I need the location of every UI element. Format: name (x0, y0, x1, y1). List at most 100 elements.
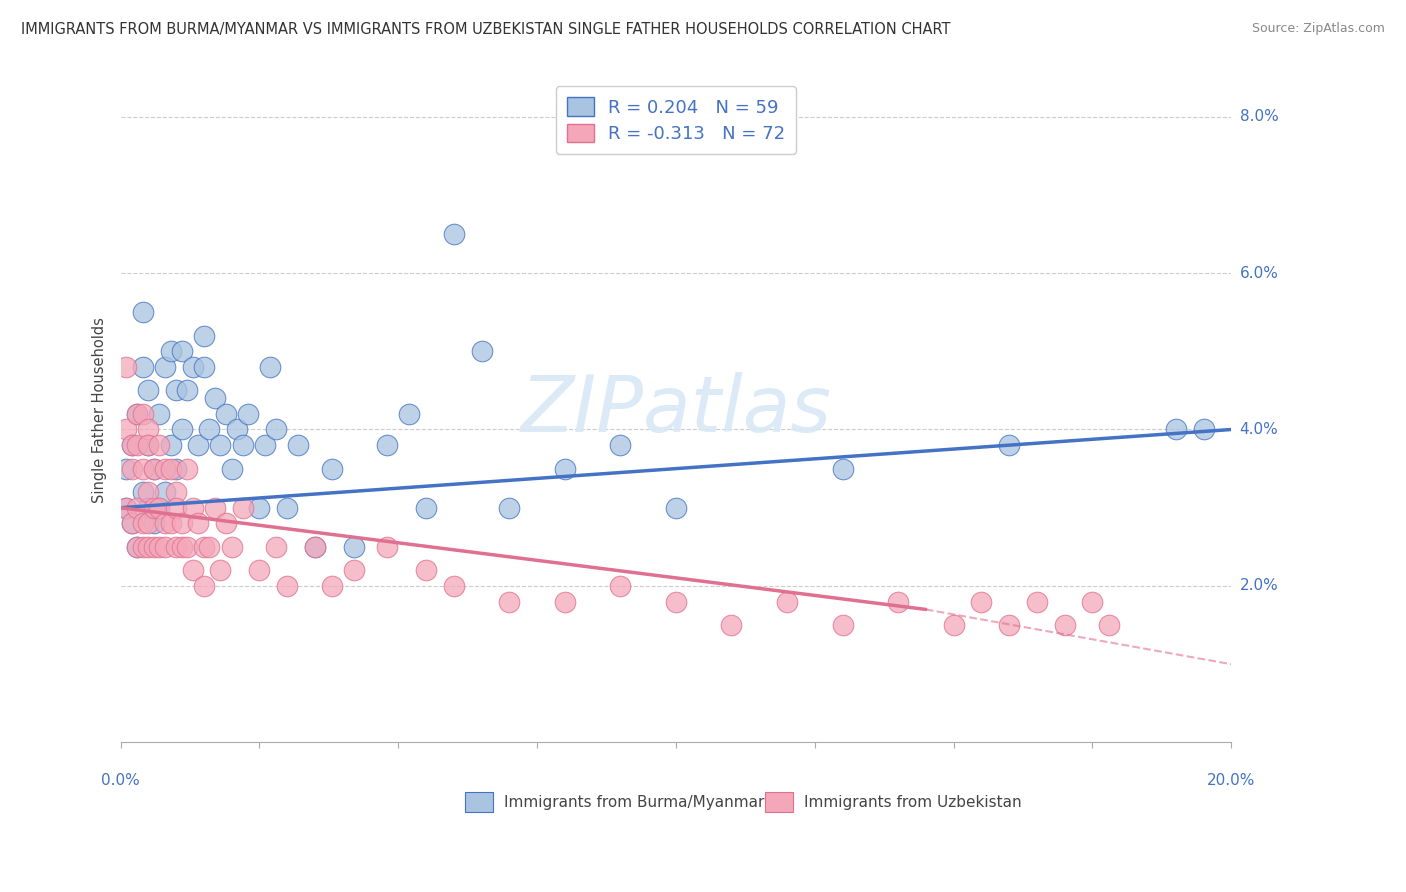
Point (127, 407, 149, 421)
Point (343, 563, 366, 577)
Point (1164, 423, 1187, 437)
Text: 4.0%: 4.0% (1240, 422, 1278, 437)
Point (253, 438, 276, 452)
Point (264, 423, 287, 437)
Point (136, 384, 159, 398)
Point (153, 359, 176, 374)
Point (193, 359, 215, 374)
Point (165, 500, 187, 515)
Point (1098, 618, 1121, 632)
Point (165, 384, 187, 398)
Point (193, 540, 215, 554)
Point (304, 540, 326, 554)
Point (304, 540, 326, 554)
Point (132, 540, 155, 554)
Point (121, 516, 143, 531)
Point (942, 618, 965, 632)
Point (276, 500, 298, 515)
Point (165, 461, 187, 475)
Point (375, 438, 398, 452)
Point (170, 516, 193, 531)
Point (238, 407, 260, 421)
Point (148, 407, 170, 421)
Point (343, 540, 366, 554)
Point (375, 540, 398, 554)
Point (132, 516, 155, 531)
Text: IMMIGRANTS FROM BURMA/MYANMAR VS IMMIGRANTS FROM UZBEKISTAN SINGLE FATHER HOUSEH: IMMIGRANTS FROM BURMA/MYANMAR VS IMMIGRA… (21, 22, 950, 37)
Point (276, 579, 298, 593)
Point (165, 485, 187, 500)
Point (176, 461, 198, 475)
Y-axis label: Single Father Households: Single Father Households (93, 317, 107, 503)
Point (1053, 618, 1076, 632)
Point (554, 594, 576, 608)
Point (321, 579, 343, 593)
Point (142, 500, 165, 515)
Point (443, 227, 465, 241)
Point (132, 461, 155, 475)
Point (209, 438, 232, 452)
Point (121, 438, 143, 452)
Point (136, 438, 159, 452)
Point (136, 438, 159, 452)
Text: Immigrants from Uzbekistan: Immigrants from Uzbekistan (804, 795, 1021, 810)
Text: 0.0%: 0.0% (101, 773, 141, 788)
Point (136, 540, 159, 554)
Point (247, 563, 270, 577)
Point (831, 618, 853, 632)
Point (132, 407, 155, 421)
Point (498, 594, 520, 608)
Point (181, 359, 204, 374)
Point (226, 423, 249, 437)
Point (165, 540, 187, 554)
Point (148, 540, 170, 554)
Point (665, 500, 688, 515)
Point (148, 500, 170, 515)
Point (887, 594, 910, 608)
Point (136, 500, 159, 515)
Text: Source: ZipAtlas.com: Source: ZipAtlas.com (1251, 22, 1385, 36)
Point (121, 461, 143, 475)
Point (136, 516, 159, 531)
Point (136, 485, 159, 500)
Legend: R = 0.204   N = 59, R = -0.313   N = 72: R = 0.204 N = 59, R = -0.313 N = 72 (555, 87, 796, 154)
Point (142, 540, 165, 554)
Point (148, 500, 170, 515)
Point (127, 438, 149, 452)
Point (1025, 594, 1047, 608)
Point (115, 423, 138, 437)
Point (264, 540, 287, 554)
Text: 2.0%: 2.0% (1240, 579, 1278, 593)
Point (609, 579, 631, 593)
Point (159, 516, 181, 531)
Point (221, 461, 243, 475)
Point (204, 391, 226, 405)
Point (998, 618, 1021, 632)
FancyBboxPatch shape (765, 792, 793, 813)
Point (198, 540, 221, 554)
Point (609, 438, 631, 452)
Point (142, 516, 165, 531)
Point (321, 461, 343, 475)
Point (415, 563, 437, 577)
Point (415, 500, 437, 515)
Point (127, 540, 149, 554)
Point (470, 344, 492, 359)
Point (153, 485, 176, 500)
Point (665, 594, 688, 608)
Point (181, 500, 204, 515)
Point (176, 384, 198, 398)
Point (398, 407, 420, 421)
Point (209, 563, 232, 577)
Point (170, 423, 193, 437)
Point (232, 438, 254, 452)
Point (153, 540, 176, 554)
Point (259, 359, 281, 374)
Point (115, 359, 138, 374)
Point (142, 461, 165, 475)
Point (554, 461, 576, 475)
Point (115, 500, 138, 515)
Point (132, 485, 155, 500)
Text: 6.0%: 6.0% (1240, 266, 1278, 280)
Point (159, 461, 181, 475)
